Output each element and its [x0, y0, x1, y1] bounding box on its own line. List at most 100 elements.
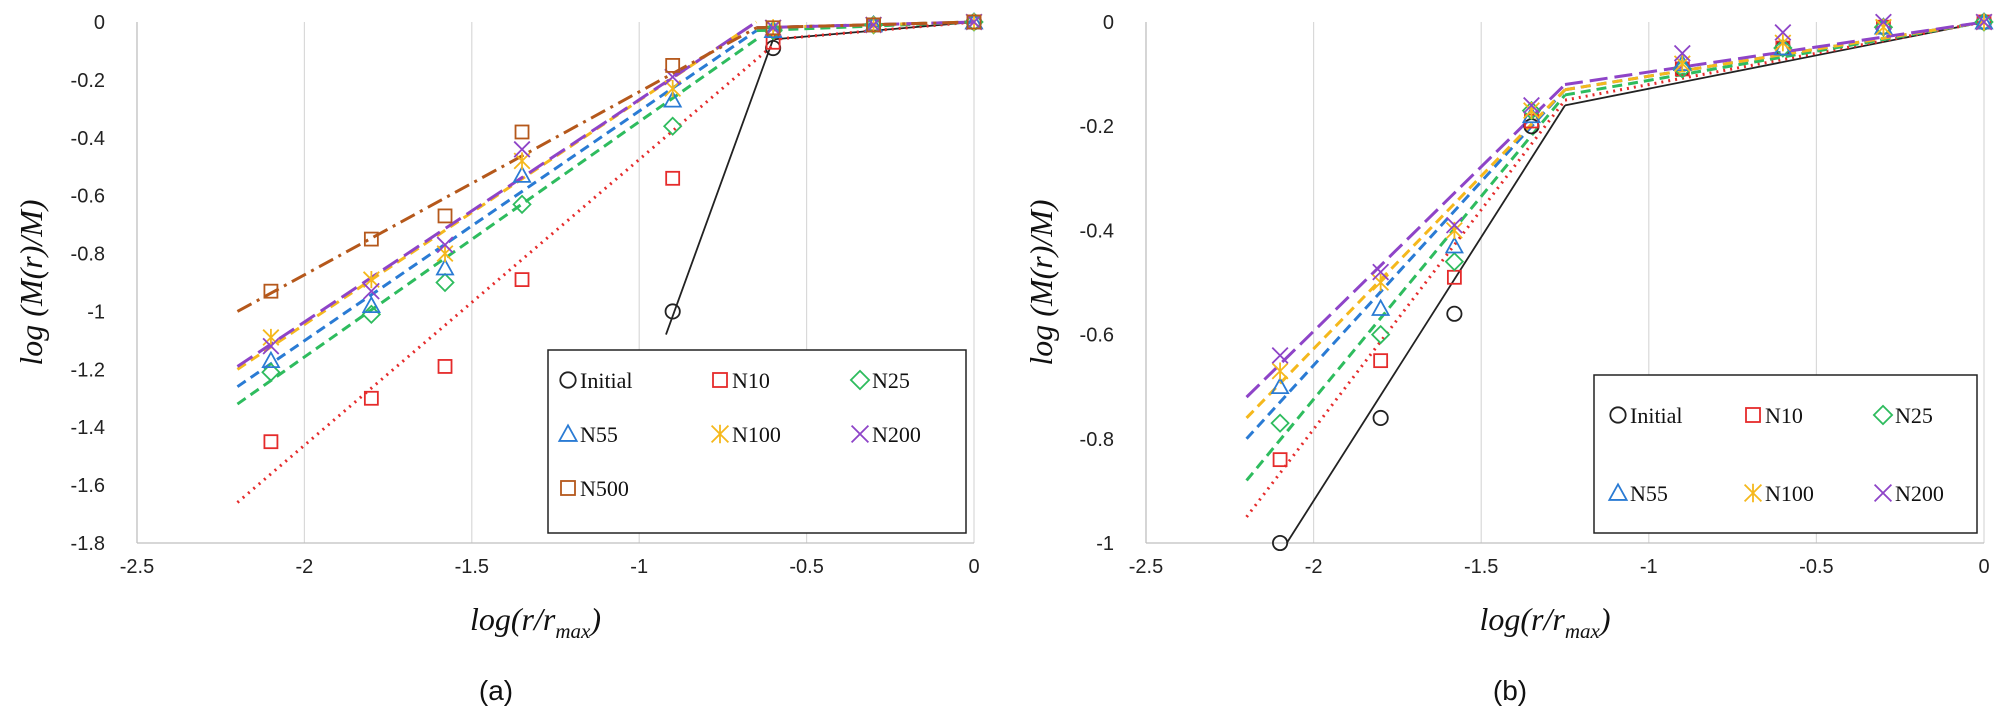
- data-point: [361, 295, 381, 314]
- data-point: [664, 303, 681, 320]
- data-point: [262, 337, 280, 355]
- trend-line: [1564, 20, 1985, 102]
- x-tick-label: 0: [968, 556, 979, 578]
- data-point: [965, 13, 983, 31]
- data-point: [512, 165, 532, 183]
- legend-label: Initial: [1630, 403, 1683, 428]
- data-point: [1272, 452, 1288, 468]
- data-point: [1774, 23, 1792, 41]
- legend-box: [1593, 374, 1978, 534]
- data-point: [263, 434, 279, 450]
- data-point: [514, 124, 530, 140]
- y-tick-label: -0.6: [71, 186, 105, 208]
- data-point: [1872, 404, 1894, 426]
- legend-label: Initial: [580, 368, 633, 393]
- trend-line: [1245, 99, 1567, 518]
- data-point: [436, 244, 454, 263]
- data-point: [765, 20, 781, 36]
- data-point: [710, 424, 730, 444]
- data-point: [712, 372, 728, 388]
- x-tick-label: 0: [1978, 556, 1989, 578]
- legend-label: N25: [1895, 403, 1933, 428]
- legend-label: N100: [732, 422, 781, 447]
- y-tick-label: -0.2: [1080, 116, 1114, 138]
- data-point: [1743, 483, 1763, 503]
- data-point: [436, 236, 454, 254]
- trend-line: [1245, 88, 1567, 440]
- data-point: [262, 328, 280, 347]
- data-point: [437, 208, 453, 224]
- data-point: [1373, 353, 1389, 369]
- y-tick-label: 0: [1103, 12, 1114, 34]
- data-point: [663, 90, 683, 108]
- y-axis-title: log (M(r)/M): [13, 199, 49, 365]
- data-point: [261, 362, 281, 382]
- trend-line: [236, 38, 758, 406]
- data-point: [1607, 482, 1629, 501]
- data-point: [435, 272, 455, 293]
- legend-label: N100: [1765, 481, 1814, 506]
- y-tick-label: -0.4: [1080, 220, 1114, 242]
- data-point: [1445, 216, 1463, 234]
- data-point: [865, 16, 882, 34]
- x-axis-title: log(r/rmax): [470, 601, 601, 643]
- x-tick-label: -0.5: [1799, 556, 1833, 578]
- legend-label: N10: [1765, 403, 1803, 428]
- data-point: [435, 258, 455, 276]
- legend-box: [547, 349, 967, 534]
- data-point: [514, 272, 530, 288]
- trend-line: [665, 39, 774, 335]
- panel-caption: (b): [1493, 675, 1527, 706]
- legend-label: N10: [732, 368, 770, 393]
- y-tick-label: -0.2: [71, 70, 105, 92]
- trend-line: [236, 29, 758, 388]
- y-tick-label: -0.6: [1080, 325, 1114, 347]
- data-point: [1271, 347, 1289, 364]
- y-tick-label: -0.4: [71, 128, 105, 150]
- data-point: [763, 20, 783, 39]
- legend-label: N55: [580, 422, 618, 447]
- legend-label: N200: [1895, 481, 1944, 506]
- y-tick-label: -1: [1096, 533, 1114, 555]
- data-point: [1673, 44, 1691, 62]
- data-point: [1873, 483, 1893, 503]
- legend-label: N25: [872, 368, 910, 393]
- data-point: [966, 14, 982, 30]
- data-point: [1444, 236, 1464, 254]
- data-point: [1271, 362, 1289, 380]
- x-tick-label: -2: [296, 556, 314, 578]
- data-point: [1372, 409, 1389, 427]
- y-tick-label: -1.4: [71, 417, 105, 439]
- y-tick-label: -1: [87, 301, 105, 323]
- data-point: [662, 116, 683, 136]
- data-point: [849, 369, 871, 391]
- trend-line: [772, 20, 975, 41]
- data-point: [1372, 263, 1390, 281]
- x-tick-label: -1.5: [1464, 556, 1498, 578]
- trend-line: [1245, 93, 1567, 482]
- trend-line: [236, 26, 758, 313]
- data-point: [560, 480, 576, 496]
- y-tick-label: 0: [94, 12, 105, 34]
- y-tick-label: -1.2: [71, 359, 105, 381]
- data-point: [1609, 406, 1627, 424]
- data-point: [1270, 376, 1290, 395]
- trend-line: [1245, 83, 1567, 399]
- data-point: [1444, 251, 1465, 272]
- data-point: [513, 140, 531, 158]
- legend-label: N200: [872, 422, 921, 447]
- data-point: [261, 350, 281, 368]
- trend-line: [1564, 21, 1985, 107]
- data-point: [1370, 324, 1391, 345]
- data-point: [363, 231, 379, 247]
- panel-a: -2.5 -2 -1.5 -1 -0.5 0 0 -0.2 -0.4 -0.6 -0.8 -1 -1.2…: [13, 12, 984, 706]
- data-point: [850, 424, 870, 444]
- trend-line: [1245, 88, 1567, 420]
- x-tick-label: -2.5: [1129, 556, 1163, 578]
- x-tick-label: -0.5: [789, 556, 823, 578]
- trend-line: [1286, 104, 1566, 544]
- y-axis-title: log (M(r)/M): [1023, 199, 1059, 365]
- data-point: [557, 423, 579, 442]
- panel-caption: (a): [479, 675, 513, 706]
